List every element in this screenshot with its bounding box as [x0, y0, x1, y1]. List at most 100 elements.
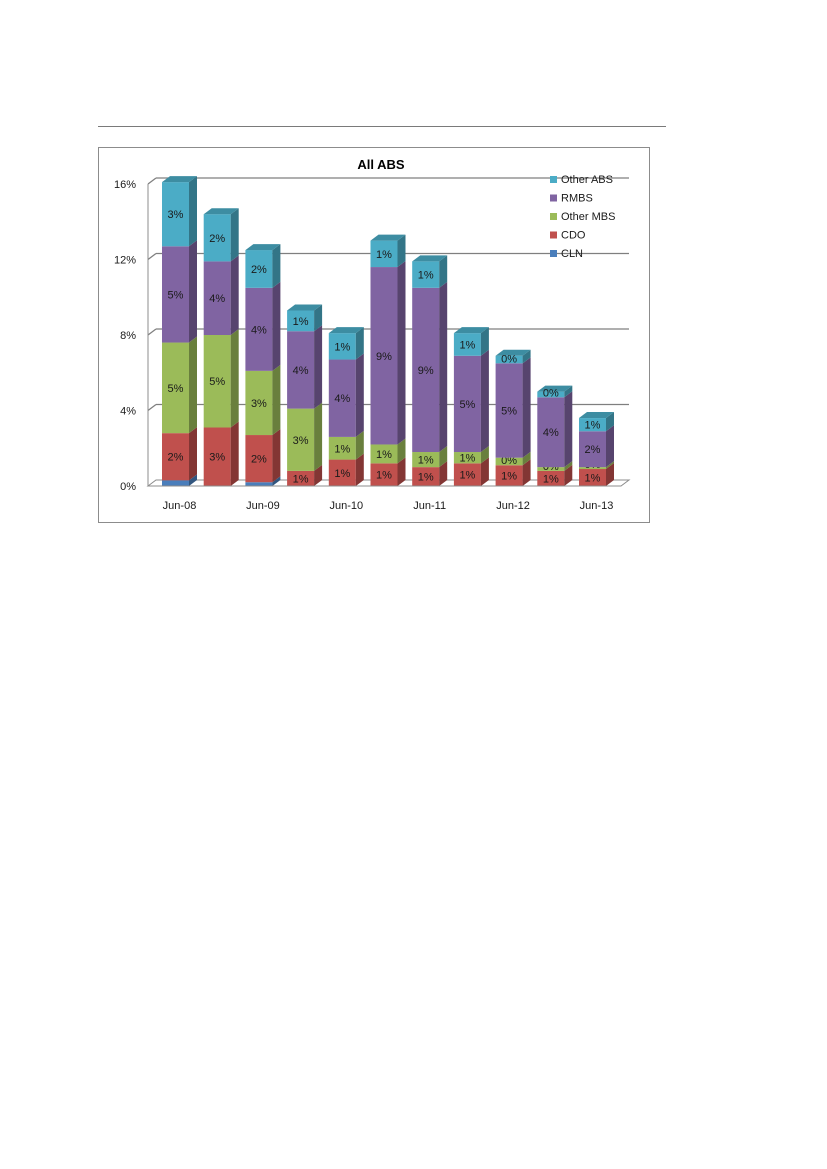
bar-cdo — [495, 465, 523, 486]
data-label: 1% — [585, 473, 601, 485]
bar-rmbs-side — [314, 325, 323, 409]
bar-other-abs-top — [245, 244, 281, 251]
bar-other-mbs-side — [564, 461, 573, 471]
bar-other-abs — [495, 355, 523, 364]
bar-other-abs — [287, 310, 315, 332]
data-label: 5% — [209, 376, 225, 388]
bar-other-mbs-side — [230, 329, 239, 428]
data-label: 3% — [251, 398, 267, 410]
legend-label: RMBS — [561, 193, 593, 205]
bar-rmbs — [537, 397, 565, 468]
legend-swatch — [550, 250, 557, 257]
bar-other-abs — [162, 182, 189, 247]
data-label: 4% — [293, 365, 309, 377]
bar-other-abs — [245, 250, 273, 288]
data-label: 1% — [334, 468, 350, 480]
bar-stack: 3% 5% 4% 2% — [203, 208, 239, 486]
legend-label: CLN — [561, 248, 583, 260]
bars-layer: 2%5%5%3%3%5%4%2%2%3%4%2%1%3%4%1%1%1%4%1%… — [162, 176, 614, 486]
bar-rmbs — [245, 287, 273, 371]
top-rule — [98, 126, 666, 127]
data-label: 5% — [168, 289, 184, 301]
bar-stack: 1% 1% 9% 1% — [370, 234, 406, 486]
bar-cdo-side — [189, 427, 197, 481]
x-tick-label: Jun-09 — [246, 500, 280, 512]
data-label: 1% — [334, 341, 350, 353]
bar-other-abs — [328, 333, 356, 360]
bar-other-mbs — [328, 436, 356, 460]
data-label: 5% — [501, 406, 517, 418]
x-tick-label: Jun-13 — [580, 500, 614, 512]
bar-other-mbs-side — [606, 461, 614, 470]
bar-cdo-side — [480, 457, 489, 486]
bar-other-abs — [453, 333, 481, 356]
y-tick-label: 12% — [114, 255, 136, 267]
bar-other-abs-side — [355, 327, 364, 360]
data-label: 3% — [293, 435, 309, 447]
chart: 2%5%5%3%3%5%4%2%2%3%4%2%1%3%4%1%1%1%4%1%… — [114, 157, 631, 512]
bar-other-abs — [579, 418, 606, 432]
legend-swatch — [550, 194, 557, 202]
bar-other-abs — [412, 261, 440, 288]
y-tick-label: 4% — [120, 406, 136, 418]
bar-stack: 1%0%4%0% — [537, 385, 573, 486]
x-tick-label: Jun-11 — [413, 500, 446, 512]
legend: Other ABS RMBS Other MBS CDO CLN — [550, 174, 615, 260]
bar-cdo — [203, 427, 231, 486]
bar-other-mbs — [287, 408, 315, 471]
bar-other-abs-side — [397, 234, 406, 268]
data-label: 1% — [376, 470, 392, 482]
bar-other-mbs — [245, 370, 273, 436]
x-tick-label: Jun-08 — [163, 500, 197, 512]
data-label: 0% — [501, 455, 517, 467]
bar-cdo-side — [272, 429, 281, 483]
bar-other-abs-top — [328, 327, 364, 334]
bar-other-abs-top — [453, 327, 489, 334]
gridline-side — [147, 177, 157, 185]
bar-other-abs-top — [287, 304, 323, 311]
data-label: 2% — [251, 264, 267, 276]
bar-other-abs-side — [272, 244, 281, 288]
bar-other-mbs — [495, 457, 523, 466]
data-label: 1% — [501, 471, 517, 483]
data-label: 0% — [501, 353, 517, 365]
bar-cln-side — [189, 474, 197, 486]
data-label: 2% — [209, 233, 225, 245]
bar-cln — [162, 480, 189, 486]
data-label: 1% — [418, 270, 434, 282]
data-label: 1% — [459, 453, 475, 465]
bar-other-abs-side — [439, 255, 448, 288]
bar-rmbs-side — [189, 240, 197, 343]
bar-cdo — [245, 435, 273, 483]
gridline-side — [147, 252, 157, 261]
data-label: 1% — [293, 473, 309, 485]
bar-stack: 1% 0% 5% 0% — [495, 349, 531, 486]
data-label: 2% — [585, 444, 601, 456]
data-label: 9% — [418, 365, 434, 377]
bar-other-abs — [203, 214, 231, 262]
data-label: 4% — [251, 324, 267, 336]
bar-cdo-side — [564, 464, 573, 486]
data-label: 1% — [459, 339, 475, 351]
bar-stack: 1% 1% 9% 1% — [412, 255, 448, 486]
bar-other-mbs-side — [480, 446, 489, 464]
bar-rmbs-side — [480, 349, 489, 453]
x-tick-label: Jun-10 — [329, 500, 363, 512]
bar-other-mbs — [162, 342, 189, 434]
bar-rmbs-side — [355, 353, 364, 437]
bar-rmbs-side — [397, 261, 406, 445]
bar-other-abs-side — [564, 385, 573, 398]
gridline-side — [147, 403, 157, 412]
data-label: 3% — [209, 452, 225, 464]
bar-rmbs — [412, 287, 440, 453]
bar-other-abs-side — [480, 327, 489, 356]
bar-rmbs-side — [606, 425, 614, 468]
data-label: 5% — [459, 399, 475, 411]
data-label: 1% — [376, 249, 392, 261]
legend-label: CDO — [561, 230, 586, 242]
bar-cdo-side — [355, 453, 364, 486]
data-label: 4% — [209, 293, 225, 305]
y-tick-label: 0% — [120, 481, 136, 493]
bar-cln-side — [272, 476, 281, 486]
bar-stack: 1% 3% 4% 1% — [287, 304, 323, 486]
